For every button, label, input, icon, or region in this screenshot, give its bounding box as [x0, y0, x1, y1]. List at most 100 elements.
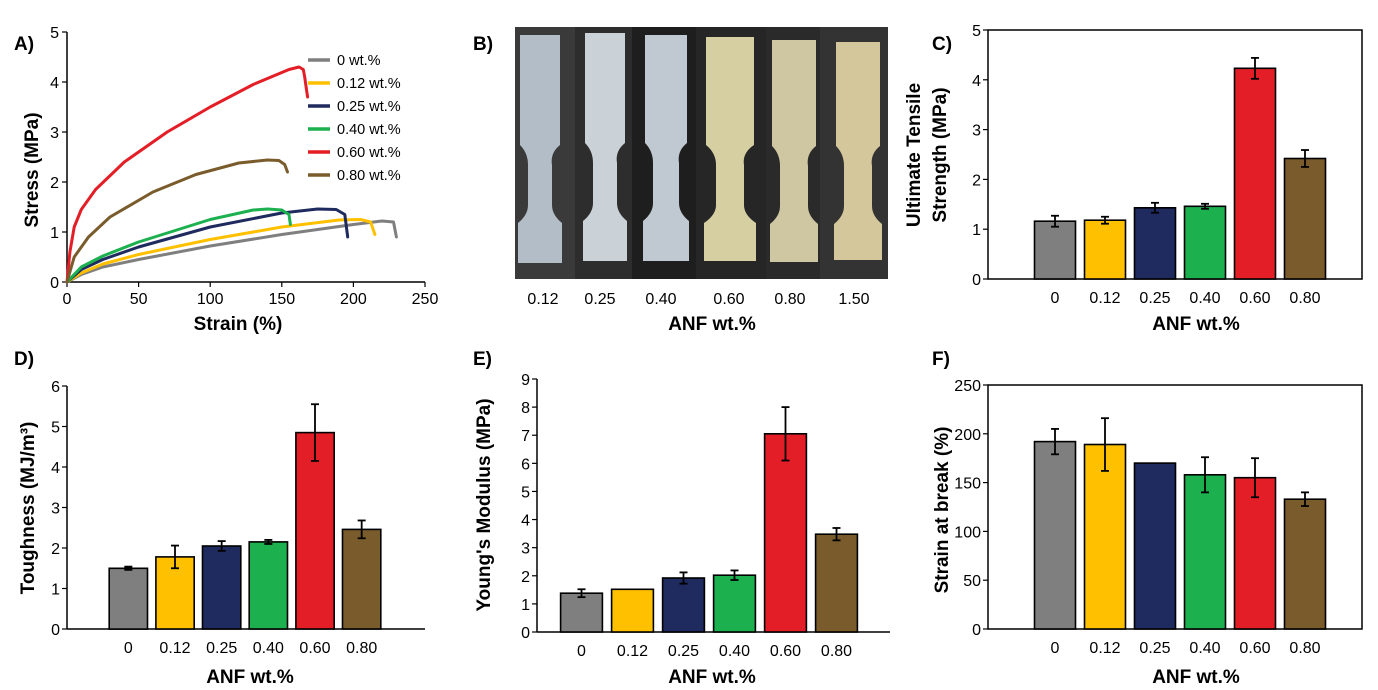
panel-a-series-line-2: [65, 207, 350, 284]
y-tick-label: 1: [51, 582, 60, 599]
panel-c-ylabel-line2: Strength (MPa): [930, 87, 951, 222]
y-tick-label: 200: [954, 427, 981, 444]
panel-b-xlabel: ANF wt.%: [668, 314, 756, 335]
panel-d-xlabel: ANF wt.%: [206, 667, 294, 688]
panel-a-legend-label-2: 0.25 wt.%: [337, 99, 401, 115]
panel-b-letter: B): [473, 34, 493, 55]
y-tick-label: 150: [954, 476, 981, 493]
y-tick-label: 5: [972, 23, 981, 40]
y-tick-label: 2: [521, 569, 530, 586]
x-tick-label: 0.60: [1239, 640, 1270, 657]
specimen-photo: [515, 27, 888, 279]
bar-0.60: [295, 431, 335, 630]
panel-c-ylabel-line1: Ultimate Tensile: [904, 83, 925, 227]
bar-0: [1033, 440, 1077, 630]
panel-f-chart: 0 50 100 150 200 250 0 0.12 0.25 0.40 0.60 0.80: [954, 378, 1363, 657]
y-tick-label: 9: [521, 372, 530, 389]
panel-a-x-tick-label: 250: [412, 291, 439, 308]
bar-0: [1033, 220, 1077, 280]
y-tick-label: 0: [51, 622, 60, 639]
bar-0.12: [610, 588, 655, 633]
panel-a-series-line-1: [65, 218, 377, 284]
x-tick-label: 0.12: [1089, 640, 1120, 657]
y-tick-label: 4: [972, 73, 981, 90]
specimen-0-80: [770, 40, 818, 262]
x-tick-label: 0.40: [1189, 290, 1220, 307]
y-tick-label: 7: [521, 428, 530, 445]
panel-a-legend-label-3: 0.40 wt.%: [337, 122, 401, 138]
x-tick-label: 0.12: [159, 640, 190, 657]
bar-0.12: [1083, 219, 1127, 280]
x-tick-label: 0.12: [617, 643, 648, 660]
panel-a-y-tick-label: 0: [50, 275, 59, 292]
panel-a-xlabel: Strain (%): [194, 314, 283, 335]
panel-a-ylabel: Stress (MPa): [22, 112, 43, 227]
bar-0.40: [1183, 473, 1227, 630]
x-tick-label: 0: [124, 640, 133, 657]
panel-a-x-tick-label: 50: [130, 291, 148, 308]
bar-0.40: [712, 574, 757, 633]
panel-e-ylabel: Young's Modulus (MPa): [474, 398, 495, 611]
panel-a-x-tick-label: 200: [340, 291, 367, 308]
panel-a-series-line-5: [65, 158, 289, 284]
x-tick-label: 0.80: [1289, 640, 1320, 657]
bar-0.60: [1233, 476, 1277, 630]
panel-a-lines: [65, 65, 398, 284]
panel-d: D) 0 1 2 3 4 5 6 0 0.12 0.25 0.40 0.60 0.80 ANF wt.%…: [14, 349, 425, 688]
y-tick-label: 6: [521, 456, 530, 473]
bar-0.25: [1133, 462, 1177, 630]
bar-0.25: [661, 577, 706, 633]
panel-a-x-tick-label: 0: [63, 291, 72, 308]
y-tick-label: 5: [51, 420, 60, 437]
y-tick-label: 0: [972, 622, 981, 639]
specimen-0-40: [643, 35, 689, 261]
bar-0.60: [763, 432, 808, 633]
x-tick-label: 0.80: [346, 640, 377, 657]
panel-c-letter: C): [932, 34, 952, 55]
x-tick-label: 0.25: [1139, 640, 1170, 657]
y-tick-label: 0: [972, 272, 981, 289]
y-tick-label: 100: [954, 524, 981, 541]
x-tick-label: 0.60: [770, 643, 801, 660]
y-tick-label: 50: [963, 573, 981, 590]
y-tick-label: 3: [51, 501, 60, 518]
panel-a-y-tick-label: 1: [50, 225, 59, 242]
panel-a-series-line-3: [65, 207, 292, 284]
y-tick-label: 4: [51, 460, 60, 477]
bar-0: [559, 592, 604, 633]
panel-a-axes: 0 50 100 150 200 250 0 1 2 3 4 5: [50, 25, 438, 308]
x-tick-label: 0.25: [206, 640, 237, 657]
x-tick-label: 0.40: [719, 643, 750, 660]
y-tick-label: 5: [521, 484, 530, 501]
panel-c-xlabel: ANF wt.%: [1152, 314, 1240, 335]
panel-a-y-tick-label: 5: [50, 25, 59, 42]
y-tick-label: 3: [972, 123, 981, 140]
x-tick-label: 0.25: [668, 643, 699, 660]
panel-a-legend-label-0: 0 wt.%: [337, 53, 381, 69]
y-tick-label: 4: [521, 513, 530, 530]
y-tick-label: 1: [521, 597, 530, 614]
panel-b-tick-label: 0.40: [645, 291, 676, 308]
specimen-0-25: [583, 33, 627, 261]
panel-e-xlabel: ANF wt.%: [668, 667, 756, 688]
panel-a-y-tick-label: 4: [50, 75, 59, 92]
panel-f-letter: F): [932, 349, 950, 370]
bar-0.12: [1083, 443, 1127, 630]
panel-a-series-line-0: [65, 219, 398, 284]
x-tick-label: 0.40: [1189, 640, 1220, 657]
x-tick-label: 0.80: [821, 643, 852, 660]
panel-d-chart: 0 1 2 3 4 5 6 0 0.12 0.25 0.40 0.60 0.80: [51, 379, 425, 657]
bar-0.25: [201, 545, 242, 630]
panel-a-y-tick-label: 3: [50, 125, 59, 142]
panel-b-tick-label: 0.80: [774, 291, 805, 308]
panel-a-series-line-4: [65, 65, 310, 284]
bar-0: [108, 567, 149, 630]
panel-a: A) 0 50 100 150 200 250 0 1 2 3 4 5 0 wt.% 0.12 wt.%…: [14, 25, 438, 335]
panel-e: E) 0 1 2 3 4 5 6 7 8 9 0 0.12 0.25 0.40 0.60 0.80 ANF w…: [473, 349, 890, 688]
panel-b-tick-label: 0.25: [584, 291, 615, 308]
y-tick-label: 2: [51, 541, 60, 558]
panel-e-chart: 0 1 2 3 4 5 6 7 8 9 0 0.12 0.25 0.40 0.60 0.80: [521, 372, 890, 660]
panel-b: B) 0.12 0.25 0.40 0.60 0.80 1.50 ANF wt.%: [473, 27, 888, 335]
x-tick-label: 0.80: [1289, 290, 1320, 307]
